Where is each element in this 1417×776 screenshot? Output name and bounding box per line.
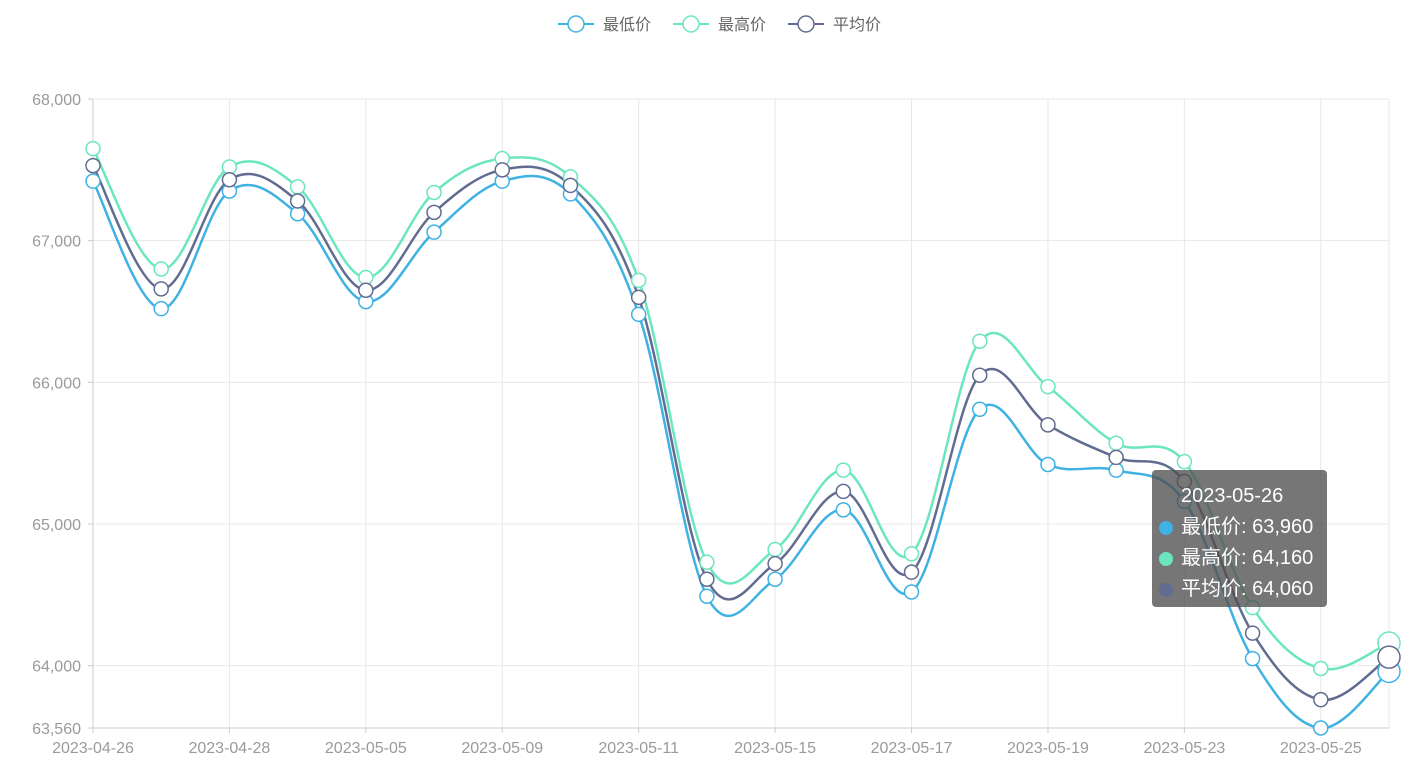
- data-point-0-17[interactable]: [1244, 650, 1261, 667]
- tooltip-dot-avg: [1159, 582, 1173, 597]
- data-point-0-14[interactable]: [1040, 456, 1056, 473]
- data-point-1-3[interactable]: [289, 179, 306, 195]
- tooltip-text-min: 最低价: 63,960: [1181, 516, 1314, 538]
- data-point-0-13[interactable]: [971, 401, 988, 417]
- data-point-1-16[interactable]: [1176, 453, 1193, 470]
- data-point-2-2[interactable]: [221, 172, 238, 188]
- legend: 最低价 最高价 平均价: [558, 15, 881, 34]
- legend-label: 最高价: [718, 16, 766, 34]
- data-point-2-19[interactable]: [1377, 645, 1401, 669]
- data-point-2-9[interactable]: [699, 571, 715, 587]
- tooltip-dot-min: [1159, 520, 1173, 535]
- data-point-2-8[interactable]: [630, 289, 647, 306]
- data-point-1-15[interactable]: [1108, 435, 1124, 451]
- legend-circle-icon: [567, 15, 585, 33]
- data-point-0-18[interactable]: [1313, 720, 1329, 736]
- series-lines: [91, 147, 1390, 730]
- y-tick-label: 65,000: [32, 517, 81, 534]
- data-point-2-14[interactable]: [1040, 417, 1056, 433]
- data-point-0-1[interactable]: [153, 300, 169, 317]
- legend-item-0[interactable]: 最低价: [558, 15, 651, 34]
- x-tick-label: 2023-05-19: [1007, 740, 1089, 757]
- x-tick-label: 2023-04-28: [188, 740, 270, 757]
- y-tick-label: 66,000: [32, 375, 81, 392]
- x-tick-label: 2023-05-15: [734, 740, 816, 757]
- data-point-1-14[interactable]: [1040, 378, 1056, 395]
- data-point-0-9[interactable]: [699, 588, 715, 604]
- legend-circle-icon: [797, 15, 815, 33]
- data-point-2-13[interactable]: [971, 367, 988, 383]
- data-point-2-18[interactable]: [1313, 691, 1329, 708]
- x-tick-label: 2023-05-09: [461, 740, 543, 757]
- data-point-2-3[interactable]: [289, 193, 306, 209]
- tooltip-row-min: 最低价: 63,960: [1159, 512, 1321, 543]
- y-tick-label: 63,560: [32, 721, 81, 738]
- x-tick-label: 2023-04-26: [52, 740, 134, 757]
- x-tick-label: 2023-05-11: [598, 740, 679, 757]
- data-point-1-5[interactable]: [426, 184, 442, 201]
- x-tick-label: 2023-05-05: [325, 740, 407, 757]
- data-point-1-13[interactable]: [971, 333, 988, 349]
- data-point-1-9[interactable]: [699, 554, 715, 570]
- data-point-0-15[interactable]: [1108, 462, 1124, 478]
- axes: 63,560 64,000 65,000 66,000 67,000 68,000 2023…: [32, 92, 1389, 757]
- tooltip-text-avg: 平均价: 64,060: [1181, 578, 1314, 600]
- data-point-0-12[interactable]: [903, 584, 920, 600]
- tooltip-title: 2023-05-26: [1181, 485, 1284, 507]
- tooltip-text-max: 最高价: 64,160: [1181, 547, 1314, 569]
- data-point-0-8[interactable]: [630, 306, 647, 323]
- legend-circle-icon: [682, 15, 700, 33]
- data-point-2-7[interactable]: [562, 177, 579, 194]
- x-tick-label: 2023-05-25: [1280, 740, 1362, 757]
- data-point-2-0[interactable]: [85, 157, 101, 174]
- data-point-2-6[interactable]: [494, 162, 511, 178]
- series-line-2: [91, 164, 1390, 701]
- data-point-0-0[interactable]: [85, 173, 101, 189]
- data-point-2-12[interactable]: [903, 564, 920, 580]
- data-point-1-12[interactable]: [903, 546, 920, 562]
- series-points: [85, 140, 1401, 736]
- tooltip: 2023-05-26 最低价: 63,960 最高价: 64,160 平均价: …: [1152, 470, 1327, 607]
- data-point-2-15[interactable]: [1108, 449, 1124, 466]
- data-point-1-4[interactable]: [358, 269, 374, 286]
- data-point-0-11[interactable]: [835, 502, 852, 518]
- data-point-2-11[interactable]: [835, 483, 852, 500]
- data-point-2-17[interactable]: [1244, 625, 1261, 641]
- data-point-0-3[interactable]: [289, 206, 306, 222]
- data-point-2-1[interactable]: [153, 281, 169, 297]
- series-line-0: [91, 174, 1390, 730]
- y-tick-label: 68,000: [32, 92, 81, 109]
- legend-item-1[interactable]: 最高价: [673, 15, 766, 34]
- y-tick-label: 67,000: [32, 234, 81, 251]
- data-point-1-10[interactable]: [767, 541, 783, 558]
- data-point-1-11[interactable]: [835, 462, 852, 478]
- tooltip-row-max: 最高价: 64,160: [1159, 543, 1321, 574]
- data-point-1-0[interactable]: [85, 140, 101, 157]
- x-tick-label: 2023-05-23: [1143, 740, 1225, 757]
- data-point-1-1[interactable]: [153, 261, 169, 277]
- legend-item-2[interactable]: 平均价: [788, 15, 881, 34]
- x-tick-label: 2023-05-17: [871, 740, 953, 757]
- data-point-0-5[interactable]: [426, 224, 442, 240]
- tooltip-row-avg: 平均价: 64,060: [1159, 574, 1321, 605]
- y-tick-label: 64,000: [32, 659, 81, 676]
- data-point-2-10[interactable]: [767, 555, 783, 572]
- legend-label: 最低价: [603, 16, 651, 34]
- data-point-2-5[interactable]: [426, 204, 442, 221]
- data-point-2-4[interactable]: [358, 282, 374, 298]
- data-point-1-8[interactable]: [630, 272, 647, 289]
- legend-label: 平均价: [833, 16, 881, 34]
- grid: [93, 98, 1390, 728]
- data-point-0-10[interactable]: [767, 571, 783, 587]
- tooltip-dot-max: [1159, 551, 1173, 566]
- data-point-1-18[interactable]: [1313, 660, 1329, 677]
- data-point-1-2[interactable]: [221, 159, 238, 175]
